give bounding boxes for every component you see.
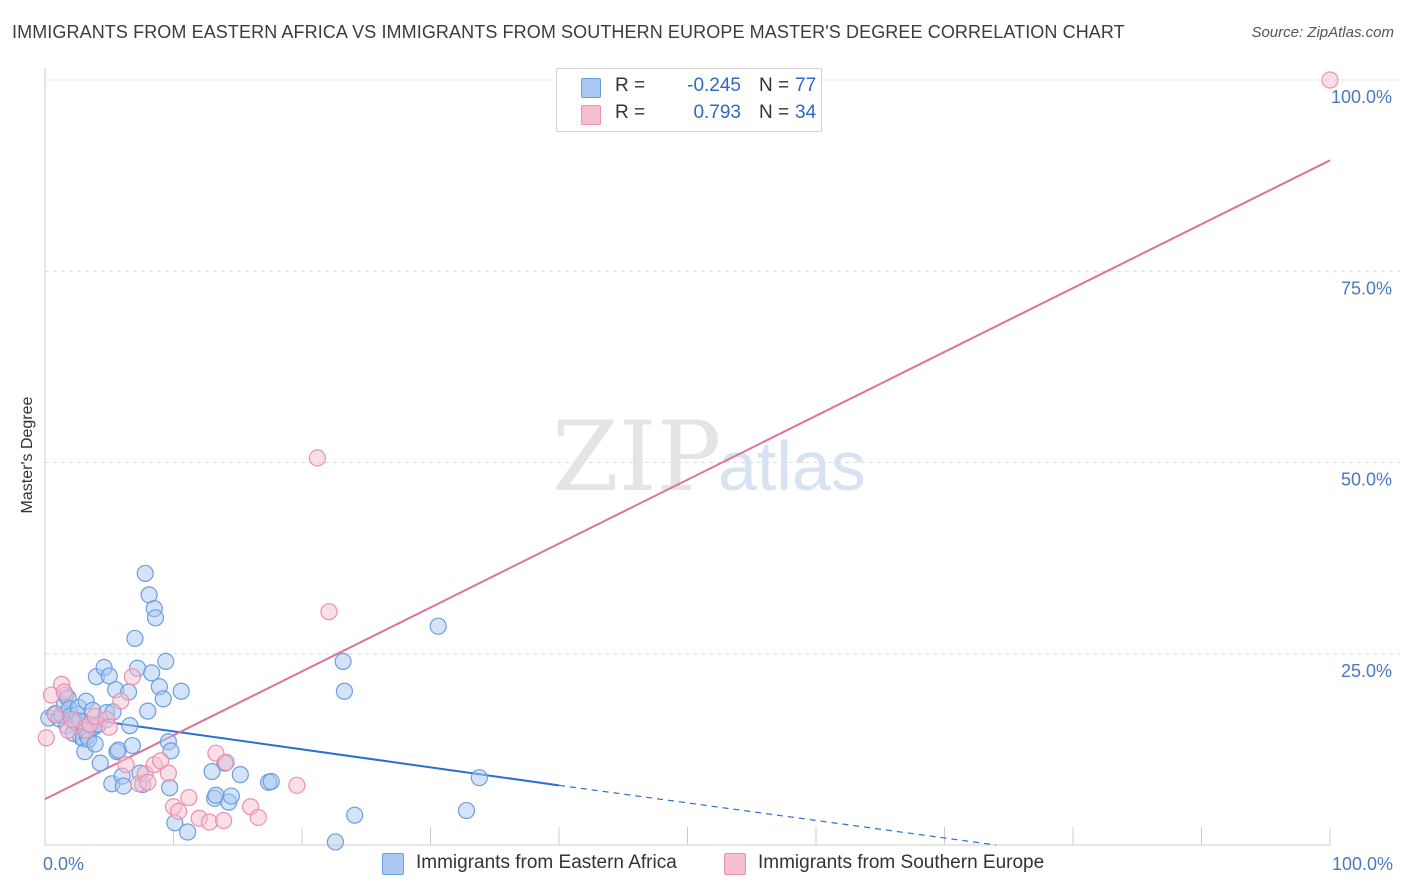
point-eastern-africa (335, 682, 354, 700)
point-eastern-africa (86, 735, 104, 753)
point-southern-europe (320, 603, 338, 621)
point-southern-europe (55, 683, 73, 701)
point-eastern-africa (157, 652, 175, 671)
point-eastern-africa (154, 690, 172, 708)
point-eastern-africa (91, 754, 109, 772)
point-eastern-africa (231, 766, 249, 784)
watermark: ZIP atlas (552, 401, 866, 513)
point-southern-europe (100, 718, 118, 736)
point-southern-europe (170, 802, 188, 820)
point-eastern-africa (457, 801, 476, 820)
point-eastern-africa (121, 717, 139, 735)
x-tick-label: 100.0% (1332, 854, 1393, 874)
point-eastern-africa (146, 609, 165, 627)
legend-n-label: N = (759, 102, 790, 123)
y-tick-label: 50.0% (1341, 470, 1392, 490)
point-eastern-africa (139, 702, 157, 720)
point-southern-europe (123, 668, 141, 686)
legend-r-label: R = (615, 102, 646, 123)
grid-lines (45, 79, 1400, 655)
point-southern-europe (139, 773, 157, 791)
point-southern-europe (117, 756, 135, 774)
y-tick-label: 75.0% (1341, 278, 1392, 298)
point-southern-europe (217, 753, 235, 771)
point-eastern-africa (429, 617, 447, 635)
bottom-legend-label: Immigrants from Eastern Africa (416, 852, 677, 873)
bottom-legend-swatch-blue (382, 853, 404, 875)
point-eastern-africa (262, 772, 280, 791)
point-eastern-africa (179, 823, 197, 841)
point-eastern-africa (162, 742, 180, 760)
legend-swatch-blue (581, 78, 601, 98)
legend-n-label: N = (759, 75, 790, 96)
legend-box: R = -0.245 N = 77 R = 0.793 N = 34 (556, 68, 822, 132)
point-southern-europe (37, 729, 55, 747)
legend-r-value: 0.793 (693, 102, 741, 123)
point-southern-europe (180, 788, 198, 807)
point-southern-europe (152, 752, 170, 770)
watermark-zip: ZIP (552, 401, 721, 513)
point-southern-europe (46, 706, 64, 724)
point-southern-europe (249, 808, 267, 827)
legend-n-value: 77 (795, 75, 817, 96)
point-eastern-africa (470, 769, 488, 787)
source-label: Source: ZipAtlas.com (1251, 24, 1394, 41)
bottom-legend-swatch-pink (724, 853, 746, 875)
point-eastern-africa (143, 664, 161, 682)
tick-labels: 25.0% 50.0% 75.0% 100.0% 0.0% 100.0% (43, 87, 1393, 874)
point-southern-europe (288, 776, 306, 794)
trend-line-eastern-africa-extension (558, 784, 996, 846)
bottom-legend-label: Immigrants from Southern Europe (758, 852, 1045, 873)
y-tick-label: 25.0% (1341, 661, 1392, 681)
point-southern-europe (1321, 71, 1339, 89)
point-eastern-africa (123, 736, 141, 755)
watermark-atlas: atlas (718, 427, 866, 505)
legend-r-value: -0.245 (687, 75, 741, 96)
point-southern-europe (308, 449, 327, 467)
point-eastern-africa (114, 777, 132, 795)
point-southern-europe (159, 764, 177, 782)
y-tick-label: 100.0% (1331, 87, 1392, 107)
point-eastern-africa (334, 652, 352, 671)
point-eastern-africa (161, 779, 179, 797)
legend-swatch-pink (581, 105, 601, 125)
point-eastern-africa (136, 564, 154, 583)
point-eastern-africa (222, 787, 240, 805)
point-eastern-africa (346, 806, 364, 824)
trend-line-southern-europe (44, 159, 1331, 800)
point-southern-europe (63, 710, 81, 729)
legend-n-value: 34 (795, 102, 817, 123)
point-eastern-africa (172, 682, 190, 700)
data-points (37, 71, 1339, 851)
x-tick-label: 0.0% (43, 854, 84, 874)
point-eastern-africa (126, 629, 144, 648)
point-southern-europe (112, 692, 130, 710)
chart-title: IMMIGRANTS FROM EASTERN AFRICA VS IMMIGR… (12, 22, 1125, 42)
point-eastern-africa (100, 667, 118, 685)
point-southern-europe (200, 813, 219, 831)
point-southern-europe (215, 811, 233, 830)
point-eastern-africa (326, 833, 345, 851)
point-eastern-africa (203, 762, 221, 781)
legend-r-label: R = (615, 75, 646, 96)
